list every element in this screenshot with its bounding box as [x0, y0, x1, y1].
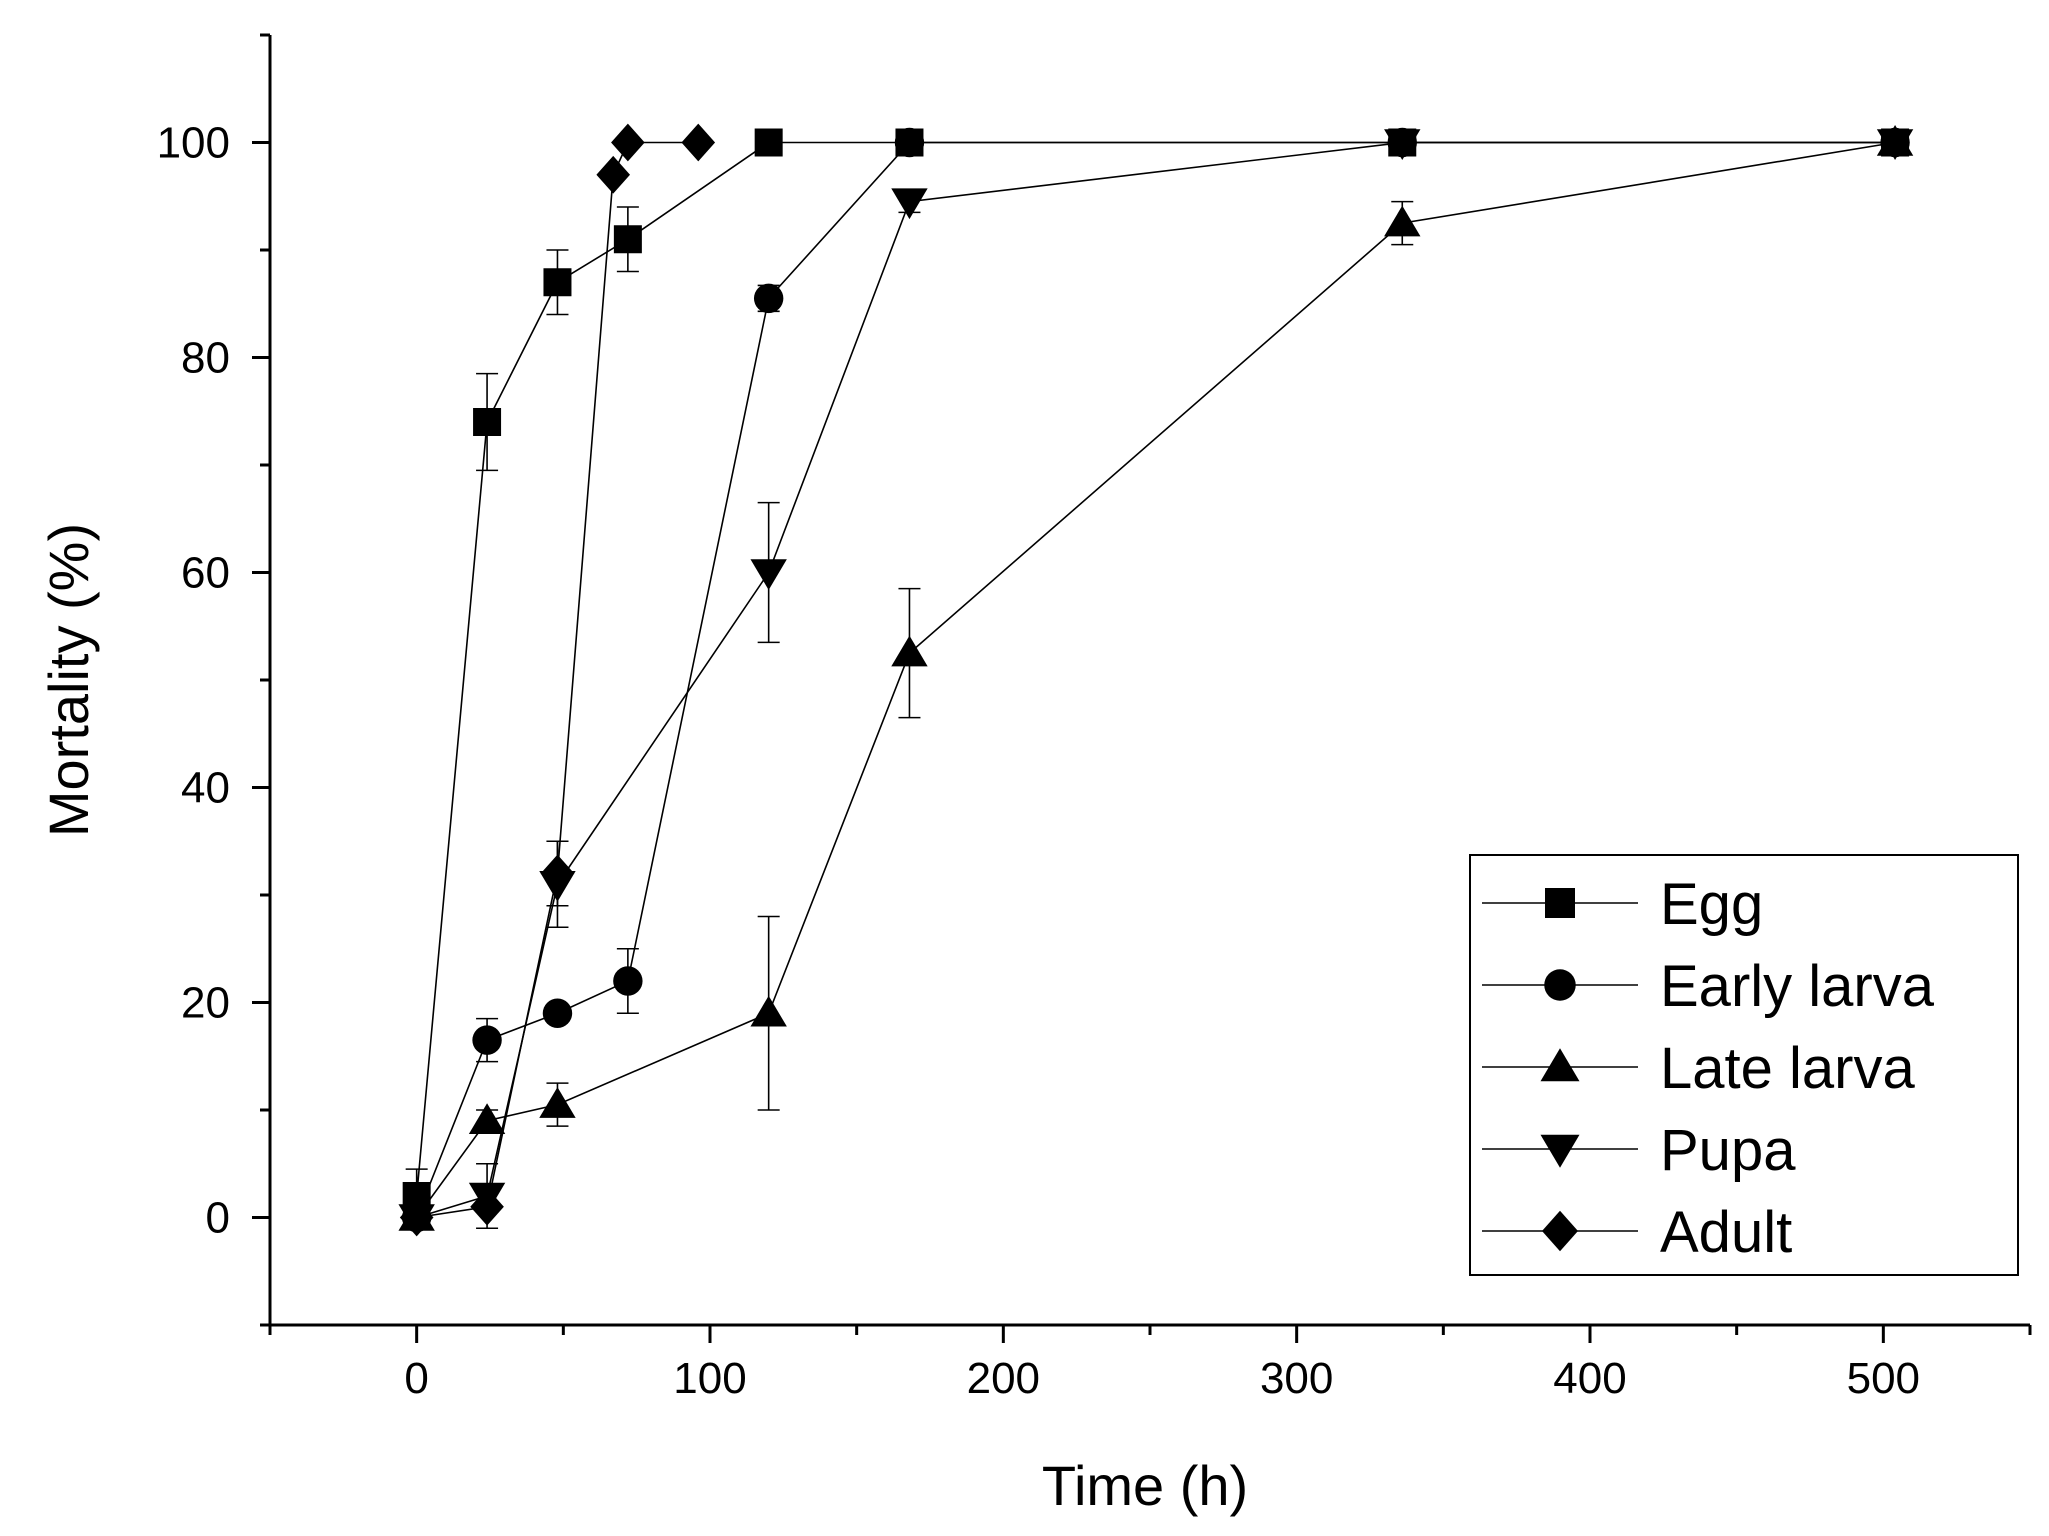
y-tick-label: 60 [181, 549, 230, 598]
y-tick-label: 40 [181, 764, 230, 813]
data-point [753, 283, 784, 314]
y-tick-label: 80 [181, 334, 230, 383]
legend-label: Adult [1660, 1200, 1792, 1265]
data-point [613, 966, 643, 996]
series-layer [398, 123, 1914, 1237]
y-tick-label: 100 [157, 119, 230, 168]
x-tick-label: 0 [404, 1354, 428, 1403]
legend-marker [1540, 1048, 1580, 1082]
axes: 0 100 200 300 400 500 0 20 40 60 80 100 [157, 33, 2032, 1403]
x-tick-label: 300 [1260, 1354, 1333, 1403]
legend-item: Adult [1482, 1200, 1792, 1265]
x-tick-label: 100 [673, 1354, 746, 1403]
data-point [539, 1087, 576, 1118]
legend-label: Early larva [1660, 954, 1935, 1019]
legend-label: Pupa [1660, 1118, 1796, 1183]
data-point [472, 1025, 502, 1055]
x-tick-label: 500 [1847, 1354, 1920, 1403]
legend-marker [1545, 888, 1575, 918]
data-point [750, 559, 787, 590]
legend-item: Late larva [1482, 1036, 1915, 1101]
data-point [399, 1198, 434, 1237]
data-point [891, 635, 928, 667]
legend-label: Egg [1660, 872, 1763, 937]
data-point [468, 1103, 506, 1135]
data-point [543, 268, 572, 297]
legend-item: Early larva [1482, 954, 1935, 1019]
data-point [596, 155, 630, 194]
data-point [750, 995, 787, 1027]
x-tick-label: 400 [1553, 1354, 1626, 1403]
data-point [894, 127, 925, 158]
series-adult [399, 123, 716, 1237]
legend-marker [1544, 969, 1576, 1001]
data-point [613, 225, 642, 254]
data-point [681, 123, 716, 162]
data-point [540, 854, 575, 893]
data-point [1876, 129, 1914, 160]
legend: Egg Early larva Late larva Pupa Adult [1469, 854, 2019, 1276]
data-point [891, 188, 928, 220]
x-tick-label: 200 [967, 1354, 1040, 1403]
legend-marker [1542, 1210, 1578, 1252]
legend-label: Late larva [1660, 1036, 1915, 1101]
data-point [470, 1187, 504, 1226]
data-point [754, 128, 783, 157]
legend-item: Egg [1482, 872, 1763, 937]
data-point [1384, 129, 1421, 160]
y-tick-label: 0 [206, 1194, 230, 1243]
data-point [1384, 205, 1421, 237]
y-axis-title: Mortality (%) [37, 523, 100, 837]
legend-marker [1540, 1134, 1580, 1168]
x-axis-title: Time (h) [1042, 1454, 1248, 1517]
series-late-larva [398, 125, 1914, 1231]
data-point [473, 408, 502, 436]
data-point [542, 998, 573, 1028]
data-point [611, 123, 645, 162]
y-tick-label: 20 [181, 979, 230, 1028]
legend-item: Pupa [1482, 1118, 1796, 1183]
